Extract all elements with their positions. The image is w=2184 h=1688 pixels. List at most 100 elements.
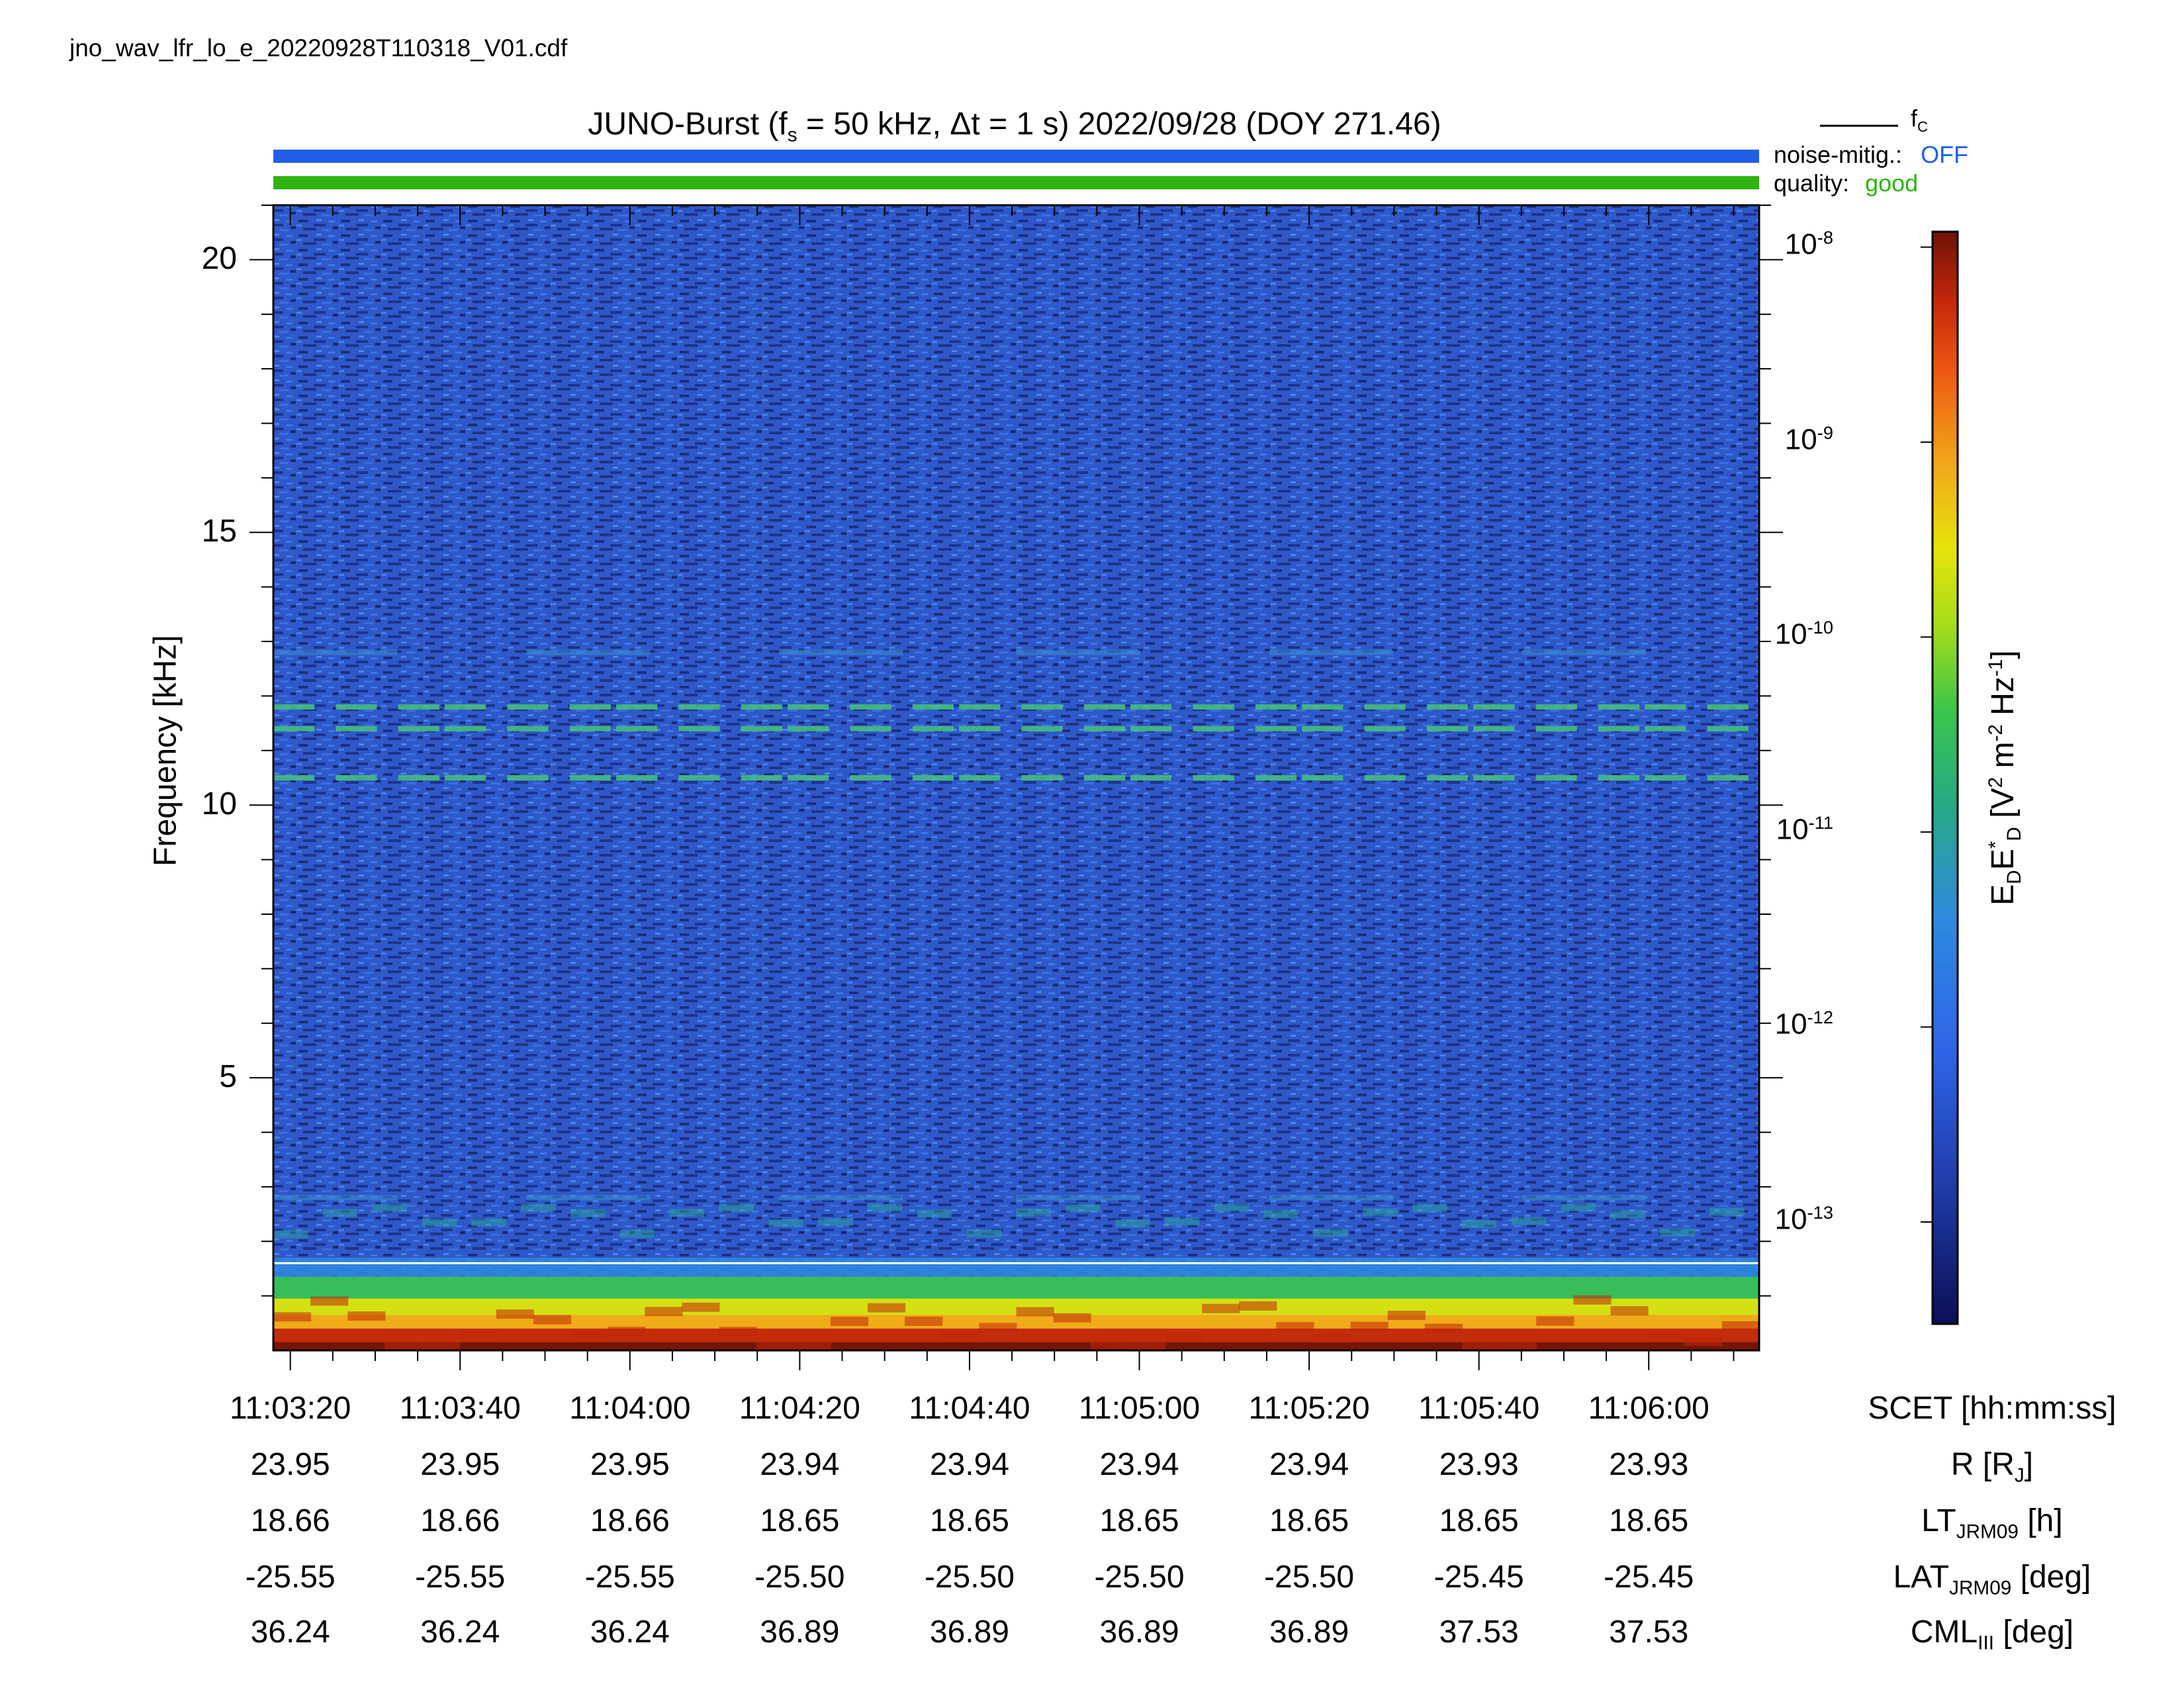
emission-line-1-seg-14 [1083,726,1126,731]
emission-line-1-seg-20 [1426,726,1469,731]
ephemeris-value: 23.94 [1269,1447,1349,1482]
emission-line-2-seg-22 [1535,775,1577,780]
x-tick-label: 11:04:20 [739,1391,860,1426]
ephemeris-value: -25.50 [924,1560,1015,1595]
emission-line-0-seg-10 [850,704,891,710]
quality-value: good [1865,169,1919,197]
low-band-texture-31 [1424,1323,1463,1333]
emission-line-0-seg-21 [1473,704,1515,710]
low-band-texture-11 [682,1302,720,1312]
quality-label: quality: good [1774,169,1919,197]
emission-line-1-seg-10 [850,726,891,731]
emission-line-1-seg-1 [336,726,377,731]
weak-emission-segment-6 [570,1209,606,1217]
ephemeris-row-label: R [RJ] [1950,1447,2034,1487]
emission-line-2-seg-24 [1645,775,1686,780]
emission-line-2-seg-16 [1193,775,1234,780]
emission-line-0-seg-2 [398,704,439,710]
ephemeris-value: -25.50 [1094,1560,1185,1595]
y-tick-label: 10 [201,786,237,822]
ephemeris-value: -25.55 [584,1560,675,1595]
emission-line-1-seg-22 [1535,726,1577,731]
low-band-texture-4 [422,1342,460,1352]
emission-line-2-seg-3 [445,775,486,780]
weak-emission-segment-18 [1165,1217,1200,1226]
ephemeris-value: 37.53 [1439,1615,1519,1650]
low-band-texture-8 [570,1330,609,1340]
weak-emission-segment-28 [1660,1228,1695,1237]
emission-line-1-seg-2 [398,726,439,731]
emission-line-4-seg-5 [1522,1195,1646,1201]
emission-line-1-seg-18 [1302,726,1343,731]
x-tick-label: 11:05:20 [1248,1391,1370,1426]
emission-line-1-seg-6 [616,726,658,731]
emission-line-2-seg-6 [616,775,658,780]
emission-line-3-seg-1 [526,649,651,655]
fc-legend-label: fC [1911,105,1929,136]
emission-line-1-seg-16 [1193,726,1234,731]
ephemeris-value: 23.95 [250,1447,330,1482]
low-band-texture-3 [385,1341,423,1351]
emission-line-1-seg-13 [1021,726,1063,731]
colorbar-tick-label: 10-8 [1784,227,1833,261]
ephemeris-value: 18.66 [420,1503,500,1538]
colorbar-tick-label: 10-10 [1774,617,1833,651]
low-band-texture-21 [1053,1313,1091,1323]
low-band-texture-30 [1387,1311,1426,1321]
emission-line-3-seg-5 [1522,649,1646,655]
ephemeris-value: -25.55 [245,1560,336,1595]
x-tick-label: 11:05:40 [1418,1391,1540,1426]
emission-line-0-seg-15 [1130,704,1172,710]
low-band-texture-2 [347,1311,386,1321]
emission-line-1-seg-23 [1598,726,1640,731]
emission-line-0-seg-11 [912,704,954,710]
emission-line-1-seg-24 [1645,726,1686,731]
emission-line-2-seg-11 [912,775,954,780]
low-frequency-band-5 [273,1342,1759,1350]
weak-emission-segment-14 [966,1229,1002,1238]
emission-line-2-seg-19 [1364,775,1406,780]
weak-emission-segment-29 [1709,1207,1745,1216]
low-band-texture-14 [793,1342,831,1352]
emission-line-1-seg-8 [741,726,782,731]
emission-line-4-seg-3 [1016,1195,1140,1201]
ephemeris-row-label: LTJRM09 [h] [1921,1503,2063,1543]
emission-line-0-seg-6 [616,704,658,710]
emission-line-1-seg-25 [1707,726,1749,731]
emission-line-2-seg-7 [678,775,720,780]
noise-mitigation-bar [273,150,1759,163]
colorbar-tick-label: 10-9 [1784,422,1833,456]
low-band-texture-19 [979,1323,1017,1333]
low-band-texture-29 [1350,1321,1388,1331]
emission-line-1-seg-21 [1473,726,1515,731]
weak-emission-segment-23 [1412,1204,1447,1213]
emission-line-2-seg-17 [1255,775,1297,780]
x-tick-label: 11:06:00 [1588,1391,1709,1426]
low-band-texture-34 [1536,1316,1574,1326]
file-name: jno_wav_lfr_lo_e_20220928T110318_V01.cdf [69,34,568,62]
ephemeris-value: -25.50 [1264,1560,1355,1595]
colorbar [1931,230,1959,1325]
emission-line-3-seg-0 [273,649,398,655]
ephemeris-value: 18.65 [929,1503,1009,1538]
colorbar-tick-label: 10-12 [1774,1007,1833,1041]
weak-emission-segment-12 [868,1203,903,1212]
emission-line-0-seg-12 [959,704,1001,710]
chart-title: JUNO-Burst (fs = 50 kHz, Δt = 1 s) 2022/… [588,107,1441,146]
emission-line-4-seg-2 [779,1195,903,1201]
low-band-texture-10 [645,1307,683,1317]
low-band-texture-1 [310,1296,349,1306]
emission-line-0-seg-20 [1426,704,1469,710]
x-tick-label: 11:05:00 [1078,1391,1201,1426]
ephemeris-value: 18.65 [1439,1503,1519,1538]
emission-line-2-seg-25 [1707,775,1749,780]
low-band-texture-17 [905,1316,943,1326]
low-band-texture-18 [942,1331,980,1340]
emission-line-1-seg-9 [788,726,829,731]
low-band-texture-15 [830,1317,868,1327]
low-band-texture-25 [1202,1303,1240,1313]
weak-emission-segment-10 [768,1219,803,1227]
weak-emission-segment-15 [1016,1208,1051,1217]
weak-emission-segment-17 [1115,1219,1150,1228]
